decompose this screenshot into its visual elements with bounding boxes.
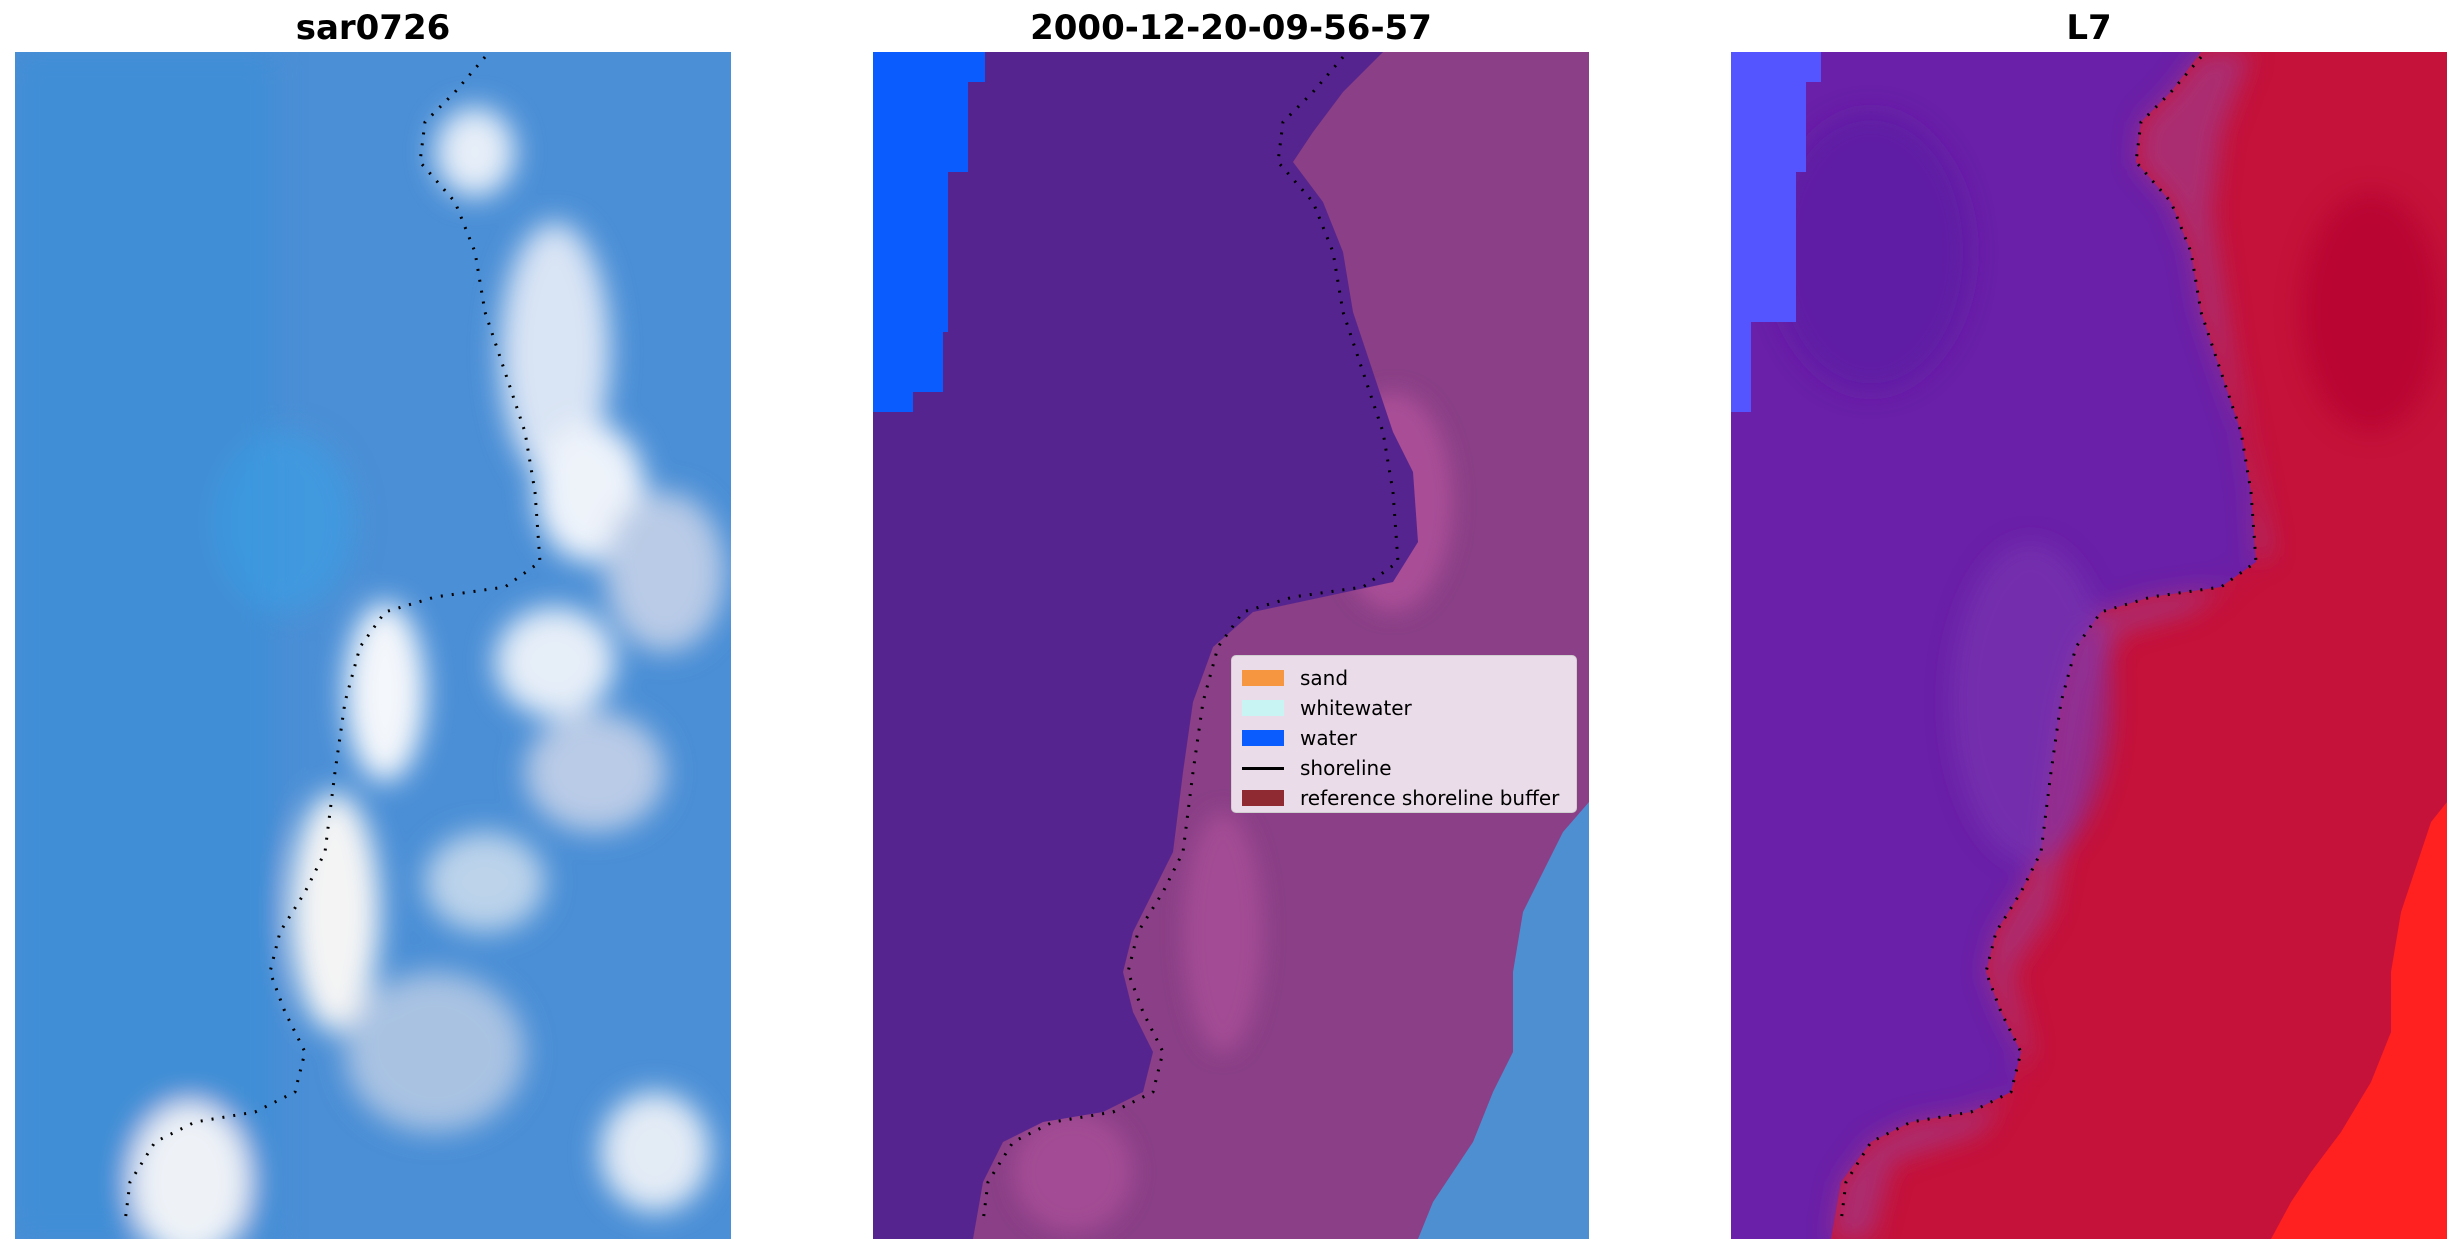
legend-item-sand: sand [1242, 663, 1566, 693]
panel-title-sar: sar0726 [295, 8, 451, 48]
legend-label-whitewater: whitewater [1300, 696, 1412, 720]
water-swatch [1242, 730, 1284, 746]
sand-swatch [1242, 670, 1284, 686]
sar-image-panel [15, 52, 731, 1239]
panel-title-l7: L7 [2066, 8, 2112, 48]
legend-label-shoreline: shoreline [1300, 756, 1392, 780]
legend-item-water: water [1242, 723, 1566, 753]
legend: sand whitewater water shoreline referenc… [1231, 655, 1577, 813]
legend-label-reference-buffer: reference shoreline buffer [1300, 786, 1560, 810]
legend-item-shoreline: shoreline [1242, 753, 1566, 783]
classification-panel [873, 52, 1589, 1239]
shoreline-swatch [1242, 766, 1284, 770]
whitewater-swatch [1242, 700, 1284, 716]
classification-image [873, 52, 1589, 1239]
l7-image [1731, 52, 2447, 1239]
sar-image [15, 52, 731, 1239]
legend-item-whitewater: whitewater [1242, 693, 1566, 723]
legend-item-reference-buffer: reference shoreline buffer [1242, 783, 1566, 813]
l7-panel [1731, 52, 2447, 1239]
panel-title-date: 2000-12-20-09-56-57 [1030, 8, 1432, 48]
legend-label-sand: sand [1300, 666, 1349, 690]
legend-label-water: water [1300, 726, 1357, 750]
reference-buffer-swatch [1242, 790, 1284, 806]
